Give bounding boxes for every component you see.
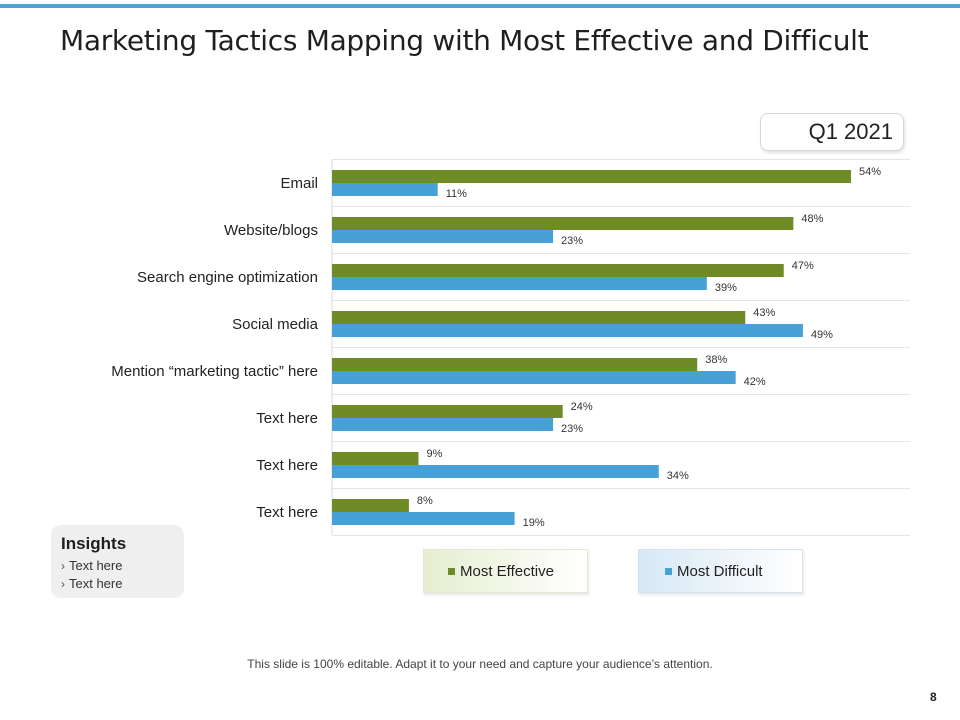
data-label: 43% — [753, 307, 775, 319]
quarter-label: Q1 2021 — [808, 119, 893, 144]
category-label: Email — [280, 175, 318, 192]
legend-swatch-icon — [665, 567, 672, 575]
insights-title: Insights — [61, 534, 127, 553]
category-label: Text here — [256, 457, 318, 474]
category-label: Website/blogs — [224, 222, 318, 239]
category-label: Text here — [256, 410, 318, 427]
category-label: Mention “marketing tactic” here — [111, 363, 318, 380]
bar-most-effective — [332, 311, 746, 324]
data-label: 48% — [801, 213, 823, 225]
data-label: 19% — [523, 517, 545, 529]
chevron-right-icon: › — [61, 559, 65, 573]
legend-label: Most Difficult — [677, 562, 763, 580]
data-label: 38% — [705, 354, 727, 366]
legend-swatch-icon — [448, 567, 455, 575]
data-label: 34% — [667, 470, 689, 482]
data-label: 11% — [446, 188, 467, 200]
legend-label: Most Effective — [460, 562, 554, 580]
bar-most-difficult — [332, 512, 515, 525]
insight-text: Text here — [69, 576, 123, 591]
bar-most-effective — [332, 452, 419, 465]
bar-most-effective — [332, 499, 409, 512]
legend-most-difficult: Most Difficult — [638, 549, 803, 593]
data-label: 9% — [427, 448, 443, 460]
bar-most-difficult — [332, 418, 554, 431]
footer-note: This slide is 100% editable. Adapt it to… — [247, 657, 713, 671]
bar-most-effective — [332, 358, 698, 371]
data-label: 54% — [859, 166, 881, 178]
bar-chart: Email 54% 11% Website/blogs 48% 23% Search eng… — [111, 159, 910, 536]
top-accent-bar — [0, 4, 960, 8]
data-label: 23% — [561, 423, 583, 435]
legend-most-effective: Most Effective — [423, 549, 588, 593]
category-label: Social media — [232, 316, 319, 333]
category-label: Text here — [256, 504, 318, 521]
bar-most-difficult — [332, 371, 736, 384]
slide-title: Marketing Tactics Mapping with Most Effe… — [60, 24, 869, 57]
bar-most-effective — [332, 170, 851, 183]
bar-most-difficult — [332, 183, 438, 196]
insight-item: › Text here — [61, 557, 184, 575]
bar-most-difficult — [332, 465, 659, 478]
insights-box: Insights › Text here › Text here — [51, 525, 184, 598]
data-label: 24% — [571, 401, 593, 413]
data-label: 23% — [561, 235, 583, 247]
insight-text: Text here — [69, 558, 123, 573]
category-label: Search engine optimization — [137, 269, 318, 286]
page-number: 8 — [930, 690, 937, 704]
bar-most-effective — [332, 405, 563, 418]
data-label: 47% — [792, 260, 814, 272]
bar-most-effective — [332, 264, 784, 277]
data-label: 42% — [744, 376, 766, 388]
chevron-right-icon: › — [61, 577, 65, 591]
quarter-badge: Q1 2021 — [760, 113, 904, 151]
bar-most-difficult — [332, 230, 554, 243]
bar-most-difficult — [332, 324, 803, 337]
data-label: 49% — [811, 329, 833, 341]
insight-item: › Text here — [61, 575, 184, 593]
data-label: 39% — [715, 282, 737, 294]
bar-most-effective — [332, 217, 794, 230]
data-label: 8% — [417, 495, 433, 507]
bar-most-difficult — [332, 277, 707, 290]
